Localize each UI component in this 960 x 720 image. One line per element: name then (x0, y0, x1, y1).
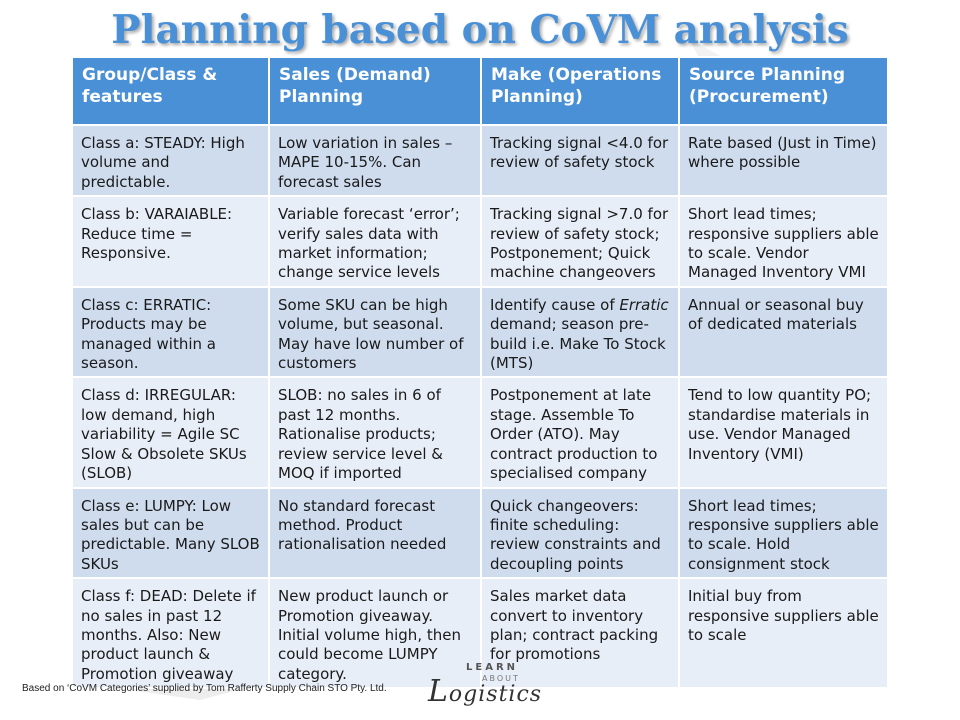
table-cell: Short lead times; responsive suppliers a… (678, 195, 889, 288)
header-make-planning: Make (Operations Planning) (480, 56, 680, 126)
erratic-emphasis: Erratic (619, 295, 669, 314)
logo-about-text: ABOUT (482, 674, 520, 683)
logo-main-text: Logistics (428, 674, 542, 709)
planning-table: Group/Class & features Sales (Demand) Pl… (71, 56, 889, 690)
learn-about-logistics-logo: LEARN ABOUT Logistics (420, 660, 545, 716)
logo-initial: L (428, 674, 449, 709)
erratic-cause-text: Identify cause of (490, 295, 620, 314)
table-row: Class c: ERRATIC: Products may be manage… (71, 285, 889, 379)
logo-rest: ogistics (448, 682, 543, 707)
table-cell: Tend to low quantity PO; standardise mat… (678, 376, 889, 489)
header-group-class: Group/Class & features (71, 56, 270, 126)
header-source-planning: Source Planning (Procurement) (678, 56, 889, 126)
table-cell: New product launch or Promotion giveaway… (268, 577, 482, 690)
table-cell: Class b: VARAIABLE: Reduce time = Respon… (71, 195, 270, 288)
table-cell: Class e: LUMPY: Low sales but can be pre… (71, 486, 270, 580)
table-header-row: Group/Class & features Sales (Demand) Pl… (71, 56, 889, 126)
table-cell: Initial buy from responsive suppliers ab… (678, 577, 889, 690)
table-cell: Variable forecast ‘error’; verify sales … (268, 195, 482, 288)
table-cell: Tracking signal <4.0 for review of safet… (480, 123, 680, 198)
table-row: Class e: LUMPY: Low sales but can be pre… (71, 486, 889, 580)
table-cell: Sales market data convert to inventory p… (480, 577, 680, 690)
table-cell: Quick changeovers: finite scheduling: re… (480, 486, 680, 580)
table-cell: Identify cause of Erratic demand; season… (480, 285, 680, 379)
table-row: Class b: VARAIABLE: Reduce time = Respon… (71, 195, 889, 288)
logo-learn-text: LEARN (466, 662, 519, 673)
table-row: Class a: STEADY: High volume and predict… (71, 123, 889, 198)
table-cell: Class d: IRREGULAR: low demand, high var… (71, 376, 270, 489)
table-cell: Short lead times; responsive suppliers a… (678, 486, 889, 580)
table-cell: Class a: STEADY: High volume and predict… (71, 123, 270, 198)
table-cell: Postponement at late stage. Assemble To … (480, 376, 680, 489)
table-cell: Rate based (Just in Time) where possible (678, 123, 889, 198)
table-row: Class d: IRREGULAR: low demand, high var… (71, 376, 889, 489)
table-cell: Annual or seasonal buy of dedicated mate… (678, 285, 889, 379)
table-cell: SLOB: no sales in 6 of past 12 months. R… (268, 376, 482, 489)
source-credit: Based on ‘CoVM Categories’ supplied by T… (22, 683, 387, 694)
header-sales-planning: Sales (Demand) Planning (268, 56, 482, 126)
table-cell: Low variation in sales – MAPE 10-15%. Ca… (268, 123, 482, 198)
table-cell: No standard forecast method. Product rat… (268, 486, 482, 580)
table-cell: Class c: ERRATIC: Products may be manage… (71, 285, 270, 379)
table-cell: Tracking signal >7.0 for review of safet… (480, 195, 680, 288)
erratic-cause-rest: demand; season pre-build i.e. Make To St… (490, 315, 666, 373)
table-cell: Class f: DEAD: Delete if no sales in pas… (71, 577, 270, 690)
page-title: Planning based on CoVM analysis (111, 7, 849, 53)
table-cell: Some SKU can be high volume, but seasona… (268, 285, 482, 379)
table-row: Class f: DEAD: Delete if no sales in pas… (71, 577, 889, 690)
